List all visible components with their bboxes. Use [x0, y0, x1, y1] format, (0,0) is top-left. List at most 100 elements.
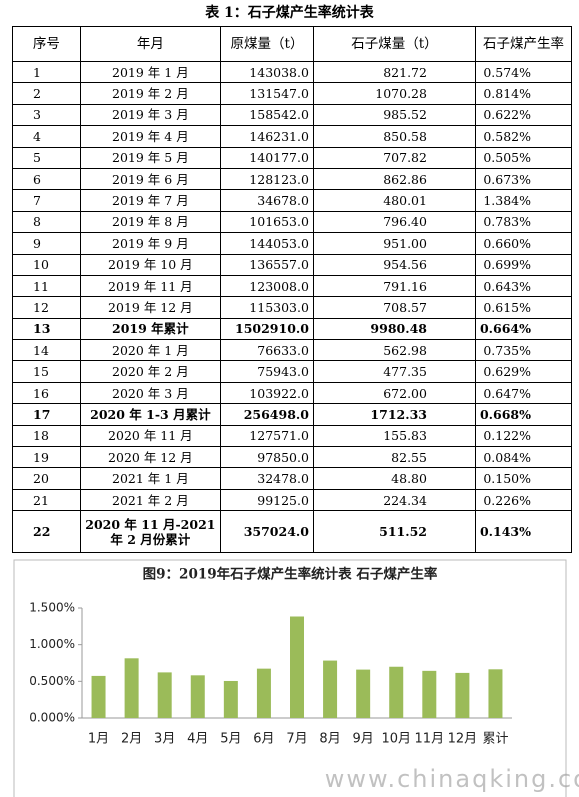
table-row: 19 2020 年 12 月 97850.0 82.55 0.084%	[12, 446, 573, 469]
table-cell: 97850.0	[220, 446, 314, 469]
table-cell: 480.01	[312, 189, 476, 212]
table-cell: 127571.0	[220, 424, 314, 448]
table-cell: 0.226%	[474, 488, 573, 512]
table-cell: 2020 年 2 月	[79, 360, 222, 383]
header-cell: 石子煤产生率	[474, 26, 573, 62]
x-tick-label: 2月	[121, 732, 142, 747]
x-tick-label: 10月	[381, 732, 411, 747]
table-cell: 2019 年累计	[79, 317, 222, 341]
x-tick-label: 累计	[482, 732, 508, 747]
table-row: 12 2019 年 12 月 115303.0 708.57 0.615%	[12, 296, 573, 319]
table-cell: 76633.0	[220, 339, 314, 362]
table-cell: 99125.0	[220, 488, 314, 512]
bar	[422, 670, 437, 718]
table-cell: 9980.48	[312, 317, 476, 341]
x-tick-label: 3月	[154, 732, 175, 747]
bar	[190, 675, 205, 718]
table-cell: 0.122%	[474, 424, 573, 448]
header-row: 序号 年月 原煤量（t） 石子煤量（t） 石子煤产生率	[12, 26, 573, 62]
table-cell: 123008.0	[220, 274, 314, 298]
watermark: www.chinaqking.com	[325, 765, 579, 793]
table-cell: 103922.0	[220, 381, 314, 405]
table-row: 18 2020 年 11 月 127571.0 155.83 0.122%	[12, 424, 573, 448]
table-row: 10 2019 年 10 月 136557.0 954.56 0.699%	[12, 253, 573, 276]
table-cell: 951.00	[312, 232, 476, 255]
x-tick-label: 8月	[319, 732, 340, 747]
table-cell: 0.143%	[474, 510, 573, 554]
x-tick-label: 9月	[353, 732, 374, 747]
table-cell: 0.574%	[474, 60, 573, 84]
table-cell: 0.084%	[474, 446, 573, 469]
table-cell: 32478.0	[220, 467, 314, 490]
bar	[389, 666, 404, 718]
table-row: 22 2020 年 11 月-2021 年 2 月份累计 357024.0 511.5…	[12, 510, 573, 554]
table-cell: 144053.0	[220, 232, 314, 255]
table-cell: 2020 年 11 月-2021 年 2 月份累计	[79, 510, 222, 554]
table-cell: 1502910.0	[220, 317, 314, 341]
table-row: 20 2021 年 1 月 32478.0 48.80 0.150%	[12, 467, 573, 490]
bar	[323, 660, 338, 718]
table-cell: 0.622%	[474, 103, 573, 127]
table-cell: 2019 年 9 月	[79, 232, 222, 255]
bar	[157, 672, 172, 718]
bar	[256, 668, 271, 718]
table-title: 表 1：石子煤产生率统计表	[205, 5, 374, 21]
bar	[290, 616, 304, 718]
table-cell: 1070.28	[312, 82, 476, 105]
table-cell: 2019 年 4 月	[79, 125, 222, 148]
header-cell: 年月	[79, 26, 222, 62]
table-row: 9 2019 年 9 月 144053.0 951.00 0.660%	[12, 232, 573, 255]
table-cell: 224.34	[312, 488, 476, 512]
table-cell: 143038.0	[220, 60, 314, 84]
table-row: 7 2019 年 7 月 34678.0 480.01 1.384%	[12, 189, 573, 212]
bar	[223, 680, 238, 718]
table-cell: 2021 年 1 月	[79, 467, 222, 490]
table-cell: 850.58	[312, 125, 476, 148]
table-cell: 0.629%	[474, 360, 573, 383]
table-cell: 2019 年 1 月	[79, 60, 222, 84]
table-row: 16 2020 年 3 月 103922.0 672.00 0.647%	[12, 381, 573, 405]
table-row: 3 2019 年 3 月 158542.0 985.52 0.622%	[12, 103, 573, 127]
x-tick-label: 1月	[88, 732, 109, 747]
table-cell: 357024.0	[220, 510, 314, 554]
table-row: 13 2019 年累计 1502910.0 9980.48 0.664%	[12, 317, 573, 341]
y-tick-label: 1.000%	[29, 637, 75, 651]
x-tick-label: 7月	[286, 732, 307, 747]
table-row: 8 2019 年 8 月 101653.0 796.40 0.783%	[12, 210, 573, 234]
table-cell: 862.86	[312, 167, 476, 191]
x-tick-label: 12月	[448, 732, 478, 747]
bar	[488, 669, 503, 718]
table-row: 17 2020 年 1-3 月累计 256498.0 1712.33 0.668%	[12, 403, 573, 426]
table-cell: 22	[12, 510, 81, 554]
table-cell: 2019 年 11 月	[79, 274, 222, 298]
bar	[124, 658, 139, 718]
header-cell: 石子煤量（t）	[312, 26, 476, 62]
table-cell: 511.52	[312, 510, 476, 554]
table-row: 14 2020 年 1 月 76633.0 562.98 0.735%	[12, 339, 573, 362]
header-cell: 原煤量（t）	[220, 26, 314, 62]
table-cell: 0.699%	[474, 253, 573, 276]
table-row: 4 2019 年 4 月 146231.0 850.58 0.582%	[12, 125, 573, 148]
table-cell: 672.00	[312, 381, 476, 405]
table-row: 1 2019 年 1 月 143038.0 821.72 0.574%	[12, 60, 573, 84]
bar	[455, 672, 470, 718]
table-cell: 2019 年 3 月	[79, 103, 222, 127]
bar	[91, 675, 106, 718]
x-tick-label: 4月	[187, 732, 208, 747]
table-cell: 0.783%	[474, 210, 573, 234]
x-tick-label: 11月	[415, 732, 445, 747]
table-cell: 2021 年 2 月	[79, 488, 222, 512]
y-tick-label: 0.500%	[29, 674, 75, 688]
table-cell: 2019 年 2 月	[79, 82, 222, 105]
x-tick-label: 6月	[253, 732, 274, 747]
table-row: 6 2019 年 6 月 128123.0 862.86 0.673%	[12, 167, 573, 191]
x-tick-label: 5月	[220, 732, 241, 747]
table-cell: 101653.0	[220, 210, 314, 234]
header-cell: 序号	[12, 26, 81, 62]
table-cell: 34678.0	[220, 189, 314, 212]
table-row: 11 2019 年 11 月 123008.0 791.16 0.643%	[12, 274, 573, 298]
table-cell: 2019 年 12 月	[79, 296, 222, 319]
table-cell: 13	[12, 317, 81, 341]
